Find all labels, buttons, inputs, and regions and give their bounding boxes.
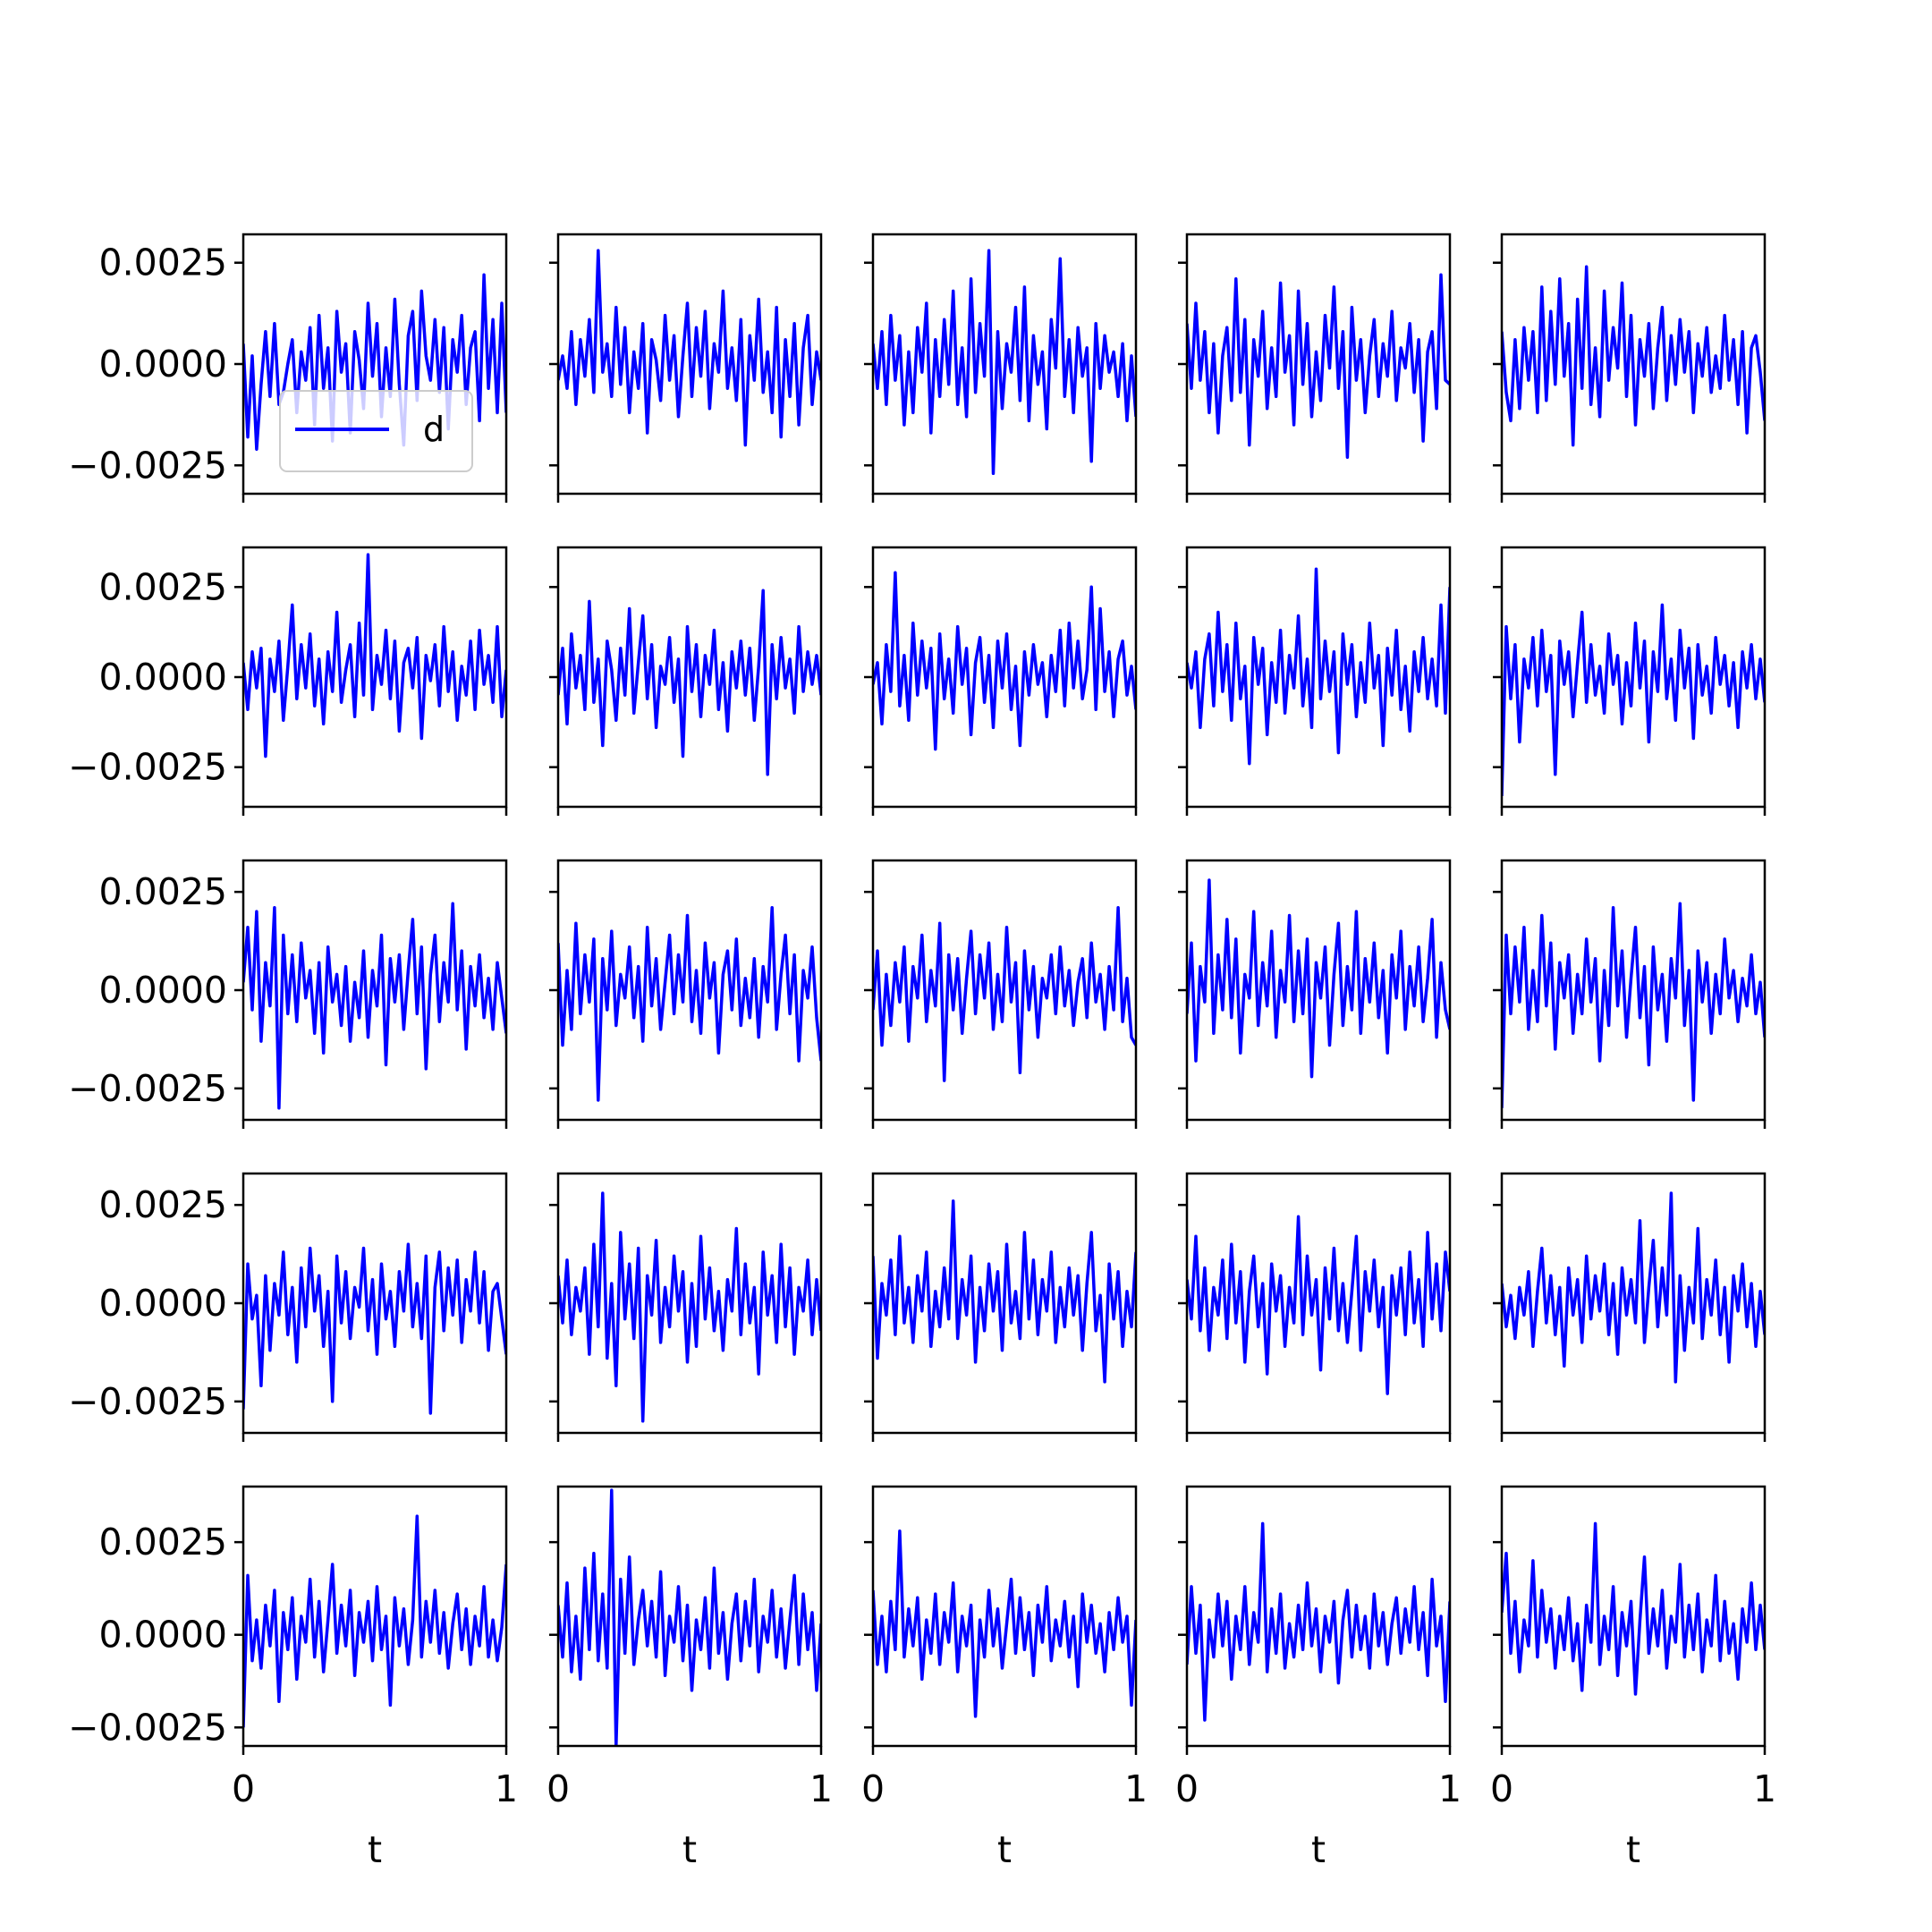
x-tick-label: 1 — [809, 1767, 833, 1810]
x-tick-label: 1 — [1753, 1767, 1776, 1810]
axes-frame — [1185, 1485, 1452, 1748]
subplot-r3-c3 — [864, 859, 1138, 1129]
legend: d — [279, 390, 473, 472]
x-tick-label: 1 — [1438, 1767, 1462, 1810]
x-tick-label: 0 — [232, 1767, 255, 1810]
y-tick-label: 0.0000 — [99, 1614, 227, 1657]
x-tick-label: 1 — [1124, 1767, 1148, 1810]
series-line-d — [558, 249, 821, 447]
x-tick-label: 1 — [495, 1767, 518, 1810]
subplot-r4-c2 — [549, 1172, 823, 1442]
series-line-d — [243, 273, 506, 451]
subplot-r2-c2 — [549, 546, 823, 816]
subplot-r4-c1: −0.0025 0.0000 0.0025 — [68, 1172, 508, 1442]
series-line-d — [1502, 1521, 1765, 1696]
series-line-d — [243, 902, 506, 1110]
series-line-d — [1187, 273, 1450, 459]
y-tick-label: −0.0025 — [68, 444, 227, 487]
subplot-r1-c2 — [549, 233, 823, 503]
y-tick-label: 0.0000 — [99, 1282, 227, 1325]
series-line-d — [243, 1242, 506, 1415]
x-tick-label: 0 — [1175, 1767, 1199, 1810]
y-tick-label: 0.0000 — [99, 343, 227, 386]
x-axis-label: t — [682, 1828, 697, 1871]
subplot-panels: −0.00250.00000.0025−0.00250.00000.0025−0… — [68, 233, 1776, 1871]
y-tick-label: −0.0025 — [68, 1380, 227, 1423]
series-line-d — [873, 249, 1136, 476]
series-line-d — [1502, 265, 1765, 447]
y-tick-label: 0.0000 — [99, 656, 227, 699]
series-line-d — [558, 1488, 821, 1746]
subplot-r3-c2 — [549, 859, 823, 1129]
series-line-d — [558, 589, 821, 776]
series-line-d — [243, 553, 506, 758]
subplot-r1-c1: −0.0025 0.0000 0.0025 — [68, 233, 508, 503]
subplot-r3-c4 — [1178, 859, 1452, 1129]
axes-frame — [556, 1485, 823, 1748]
series-line-d — [873, 1529, 1136, 1718]
series-line-d — [1187, 1521, 1450, 1722]
series-line-d — [243, 1514, 506, 1728]
x-tick-label: 0 — [1490, 1767, 1513, 1810]
axes-frame — [1500, 1485, 1767, 1748]
y-tick-label: 0.0025 — [99, 242, 227, 284]
subplot-r5-c5: 0 1 t — [1490, 1485, 1776, 1871]
legend-label: d — [423, 410, 445, 449]
axes-frame — [871, 1485, 1138, 1748]
series-line-d — [558, 905, 821, 1102]
y-tick-label: 0.0025 — [99, 870, 227, 913]
x-axis-label: t — [1626, 1828, 1640, 1871]
subplot-r1-c5 — [1493, 233, 1767, 503]
subplot-r3-c1: −0.0025 0.0000 0.0025 — [68, 859, 508, 1129]
x-tick-label: 0 — [547, 1767, 570, 1810]
series-line-d — [1502, 902, 1765, 1108]
subplot-r2-c4 — [1178, 546, 1452, 816]
subplot-r1-c4 — [1178, 233, 1452, 503]
subplot-r2-c3 — [864, 546, 1138, 816]
y-tick-label: 0.0000 — [99, 969, 227, 1012]
subplot-r1-c3 — [864, 233, 1138, 503]
series-line-d — [873, 905, 1136, 1082]
series-line-d — [873, 571, 1136, 751]
subplot-r5-c4: 0 1 t — [1175, 1485, 1462, 1871]
x-axis-label: t — [1311, 1828, 1326, 1871]
subplot-r5-c2: 0 1 t — [547, 1485, 833, 1871]
subplot-r2-c5 — [1493, 546, 1767, 816]
subplot-r4-c4 — [1178, 1172, 1452, 1442]
series-line-d — [1187, 878, 1450, 1079]
series-line-d — [1187, 567, 1450, 766]
y-tick-label: 0.0025 — [99, 1521, 227, 1563]
series-line-d — [1502, 603, 1765, 796]
subplot-r5-c3: 0 1 t — [861, 1485, 1148, 1871]
x-axis-label: t — [997, 1828, 1012, 1871]
y-tick-label: 0.0025 — [99, 1183, 227, 1226]
y-tick-label: −0.0025 — [68, 1067, 227, 1110]
subplot-r4-c5 — [1493, 1172, 1767, 1442]
subplot-r3-c5 — [1493, 859, 1767, 1129]
subplot-r2-c1: −0.0025 0.0000 0.0025 — [68, 546, 508, 816]
y-tick-label: 0.0025 — [99, 565, 227, 608]
series-line-d — [1187, 1215, 1450, 1395]
series-line-d — [558, 1191, 821, 1423]
subplot-r4-c3 — [864, 1172, 1138, 1442]
subplot-r5-c1: −0.0025 0.0000 0.0025 0 1 t — [68, 1485, 518, 1871]
x-tick-label: 0 — [861, 1767, 885, 1810]
y-tick-label: −0.0025 — [68, 1706, 227, 1749]
y-tick-label: −0.0025 — [68, 746, 227, 789]
series-line-d — [1502, 1191, 1765, 1384]
series-line-d — [873, 1199, 1136, 1384]
axes-frame — [242, 1485, 508, 1748]
x-axis-label: t — [368, 1828, 382, 1871]
